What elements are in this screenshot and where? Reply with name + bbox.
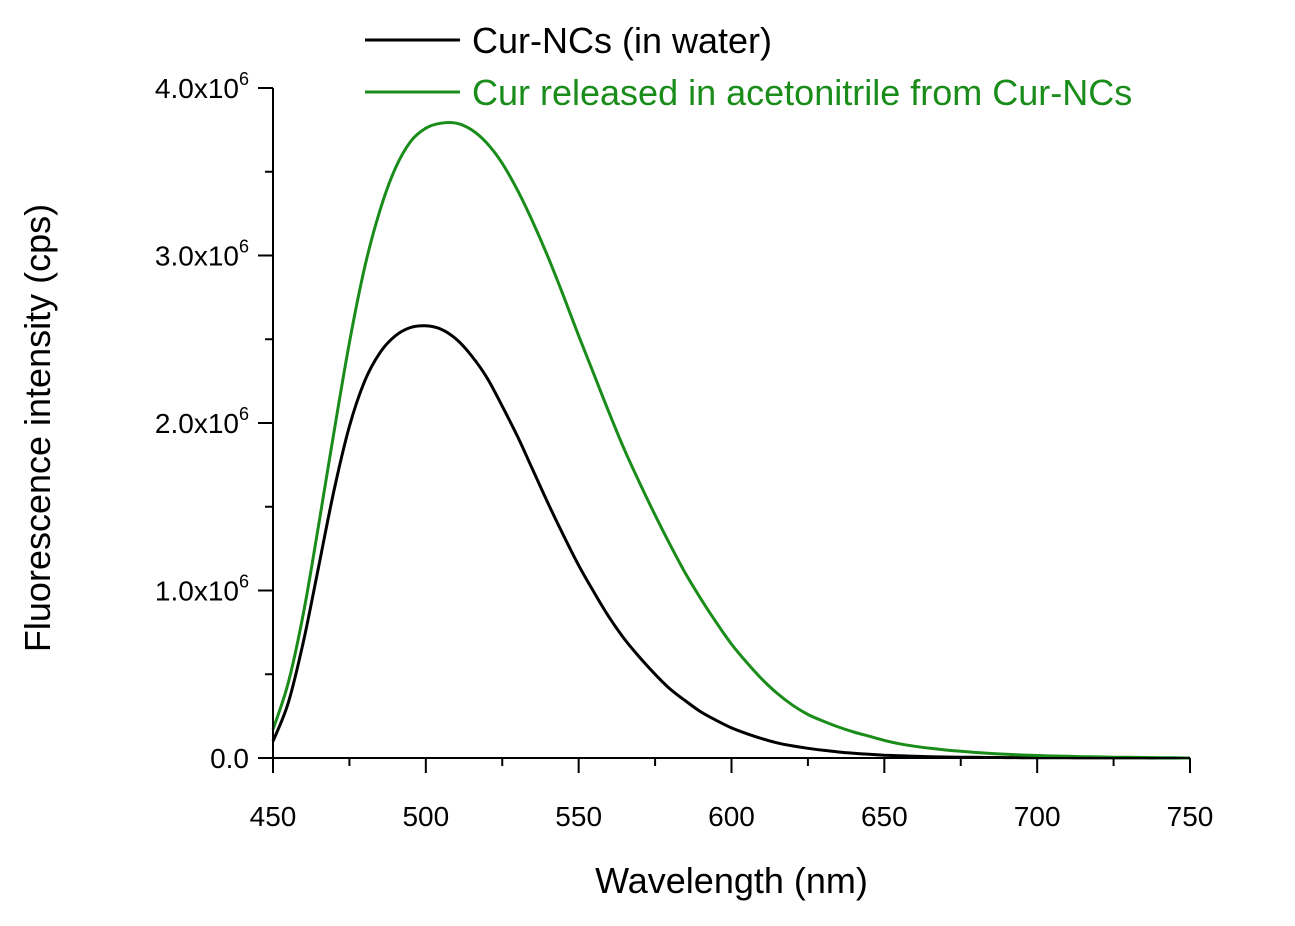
x-tick-label: 650 bbox=[861, 801, 908, 832]
series-line-water bbox=[271, 324, 1190, 760]
y-tick-label: 4.0x106 bbox=[155, 69, 249, 104]
y-tick-label: 0.0 bbox=[210, 743, 249, 774]
axes: 450 500 550 600 650 700 750 0.0 1.0x106 2.0x106 3.… bbox=[155, 69, 1213, 832]
series-line-acetonitrile bbox=[271, 120, 1191, 760]
legend-label: Cur-NCs (in water) bbox=[472, 20, 772, 61]
y-tick-label: 1.0x106 bbox=[155, 572, 249, 607]
y-axis-title: Fluorescence intensity (cps) bbox=[17, 204, 58, 652]
x-tick-label: 500 bbox=[402, 801, 449, 832]
x-tick-label: 700 bbox=[1014, 801, 1061, 832]
plot-area bbox=[271, 120, 1191, 760]
y-tick-label: 3.0x106 bbox=[155, 237, 249, 272]
x-tick-label: 550 bbox=[555, 801, 602, 832]
y-tick-label: 2.0x106 bbox=[155, 404, 249, 439]
x-tick-label: 750 bbox=[1167, 801, 1214, 832]
legend-label: Cur released in acetonitrile from Cur-NC… bbox=[472, 72, 1132, 113]
x-tick-label: 450 bbox=[250, 801, 297, 832]
x-axis-title: Wavelength (nm) bbox=[595, 860, 868, 901]
legend: Cur-NCs (in water) Cur released in aceton… bbox=[365, 20, 1132, 113]
x-tick-label: 600 bbox=[708, 801, 755, 832]
